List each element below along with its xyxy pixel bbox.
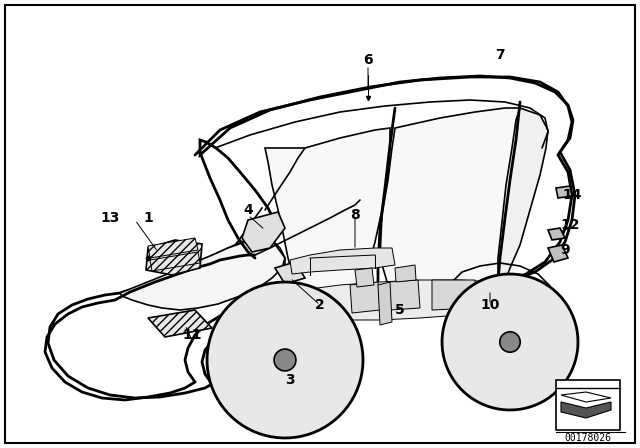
Bar — [556, 380, 620, 430]
Text: 10: 10 — [480, 298, 500, 312]
Text: 00178026: 00178026 — [564, 433, 611, 443]
Polygon shape — [148, 238, 198, 258]
Polygon shape — [498, 108, 548, 282]
Polygon shape — [146, 240, 202, 275]
Polygon shape — [548, 228, 565, 240]
Polygon shape — [274, 349, 296, 371]
Text: 8: 8 — [350, 208, 360, 222]
Text: 9: 9 — [560, 243, 570, 257]
Polygon shape — [302, 280, 495, 320]
Polygon shape — [350, 282, 380, 313]
Polygon shape — [488, 278, 515, 312]
Text: 3: 3 — [285, 373, 295, 387]
Polygon shape — [432, 280, 475, 310]
Text: 7: 7 — [495, 48, 505, 62]
Text: 6: 6 — [363, 53, 373, 67]
Polygon shape — [242, 212, 285, 252]
Polygon shape — [120, 236, 285, 310]
Polygon shape — [500, 332, 520, 352]
Text: 12: 12 — [560, 218, 580, 232]
Polygon shape — [265, 128, 390, 295]
Polygon shape — [380, 108, 520, 287]
Polygon shape — [48, 77, 572, 398]
Polygon shape — [150, 252, 200, 271]
Polygon shape — [548, 245, 568, 262]
Text: 2: 2 — [315, 298, 325, 312]
Text: 13: 13 — [100, 211, 120, 225]
Text: 14: 14 — [563, 188, 582, 202]
Polygon shape — [556, 186, 572, 198]
Text: 5: 5 — [395, 303, 405, 317]
Polygon shape — [442, 274, 578, 410]
Text: 11: 11 — [182, 328, 202, 342]
Text: 1: 1 — [143, 211, 153, 225]
Polygon shape — [561, 402, 611, 418]
Polygon shape — [561, 392, 611, 402]
Polygon shape — [355, 268, 374, 287]
Polygon shape — [395, 265, 416, 282]
Polygon shape — [378, 282, 392, 325]
Polygon shape — [148, 310, 212, 337]
Polygon shape — [388, 280, 420, 310]
Polygon shape — [290, 248, 395, 274]
Text: 4: 4 — [243, 203, 253, 217]
Polygon shape — [275, 262, 305, 284]
Polygon shape — [207, 282, 363, 438]
